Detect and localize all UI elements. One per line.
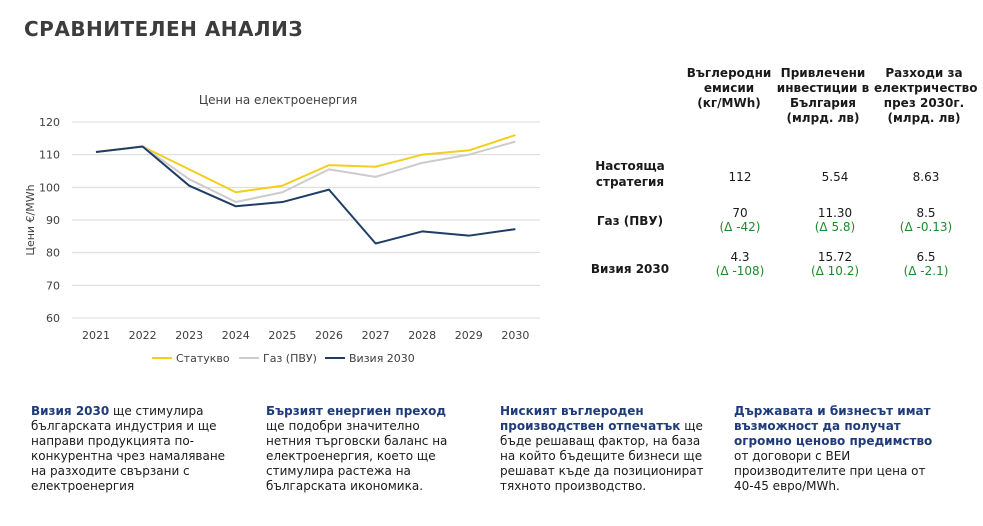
cell-value: 15.72 bbox=[817, 250, 853, 264]
y-tick-label: 60 bbox=[46, 312, 60, 325]
table-row-label: Настояща стратегия bbox=[595, 159, 665, 189]
x-tick-label: 2022 bbox=[129, 329, 157, 342]
cell-value: 11.30 bbox=[817, 206, 853, 220]
y-tick-label: 110 bbox=[39, 149, 60, 162]
table-cell: 15.72 (Δ 10.2) bbox=[785, 250, 885, 278]
price-chart: Цени на електроенергия Цени €/MWh 60 70 80… bbox=[24, 93, 540, 365]
table-row-label: Визия 2030 bbox=[590, 262, 670, 276]
cell-delta: (Δ -108) bbox=[715, 264, 765, 278]
x-tick-label: 2029 bbox=[455, 329, 483, 342]
y-tick-label: 100 bbox=[39, 181, 60, 194]
cell-value: 4.3 bbox=[730, 250, 750, 264]
note-highlight: Визия 2030 bbox=[31, 404, 110, 418]
table-row-label: Газ (ПВУ) bbox=[596, 214, 664, 228]
cell-value: 5.54 bbox=[821, 170, 849, 184]
series-line bbox=[95, 145, 516, 245]
series-line bbox=[95, 140, 516, 204]
x-tick-label: 2030 bbox=[501, 329, 529, 342]
y-tick-label: 70 bbox=[46, 279, 60, 292]
table-cell: 70 (Δ -42) bbox=[690, 206, 790, 234]
cell-value: 8.5 bbox=[916, 206, 936, 220]
x-tick-label: 2028 bbox=[408, 329, 436, 342]
legend-label: Статукво bbox=[176, 352, 230, 365]
y-axis-label: Цени €/MWh bbox=[24, 184, 37, 255]
note-highlight: Ниският въглероден производствен отпечат… bbox=[500, 404, 681, 433]
cell-delta: (Δ 5.8) bbox=[814, 220, 856, 234]
note-text: ще бъде решаващ фактор, на база на който… bbox=[500, 419, 704, 493]
note-highlight: Държавата и бизнесът имат възможност да … bbox=[734, 404, 933, 448]
table-cell: 5.54 bbox=[785, 170, 885, 184]
y-tick-label: 120 bbox=[39, 116, 60, 129]
table-cell: 11.30 (Δ 5.8) bbox=[785, 206, 885, 234]
page-title: СРАВНИТЕЛЕН АНАЛИЗ bbox=[24, 17, 304, 41]
x-tick-label: 2026 bbox=[315, 329, 343, 342]
y-tick-label: 80 bbox=[46, 247, 60, 260]
y-tick-label: 90 bbox=[46, 214, 60, 227]
note-highlight: Бързият енергиен преход bbox=[266, 404, 447, 418]
table-cell: 6.5 (Δ -2.1) bbox=[876, 250, 976, 278]
legend-label: Газ (ПВУ) bbox=[263, 352, 317, 365]
x-tick-label: 2025 bbox=[268, 329, 296, 342]
cell-delta: (Δ -2.1) bbox=[903, 264, 949, 278]
table-header-investments: Привлечени инвестиции в България (млрд. … bbox=[776, 66, 870, 125]
cell-value: 112 bbox=[728, 170, 752, 184]
table-cell: 8.5 (Δ -0.13) bbox=[876, 206, 976, 234]
table-cell: 8.63 bbox=[876, 170, 976, 184]
x-tick-label: 2023 bbox=[175, 329, 203, 342]
table-cell: 112 bbox=[690, 170, 790, 184]
cell-value: 8.63 bbox=[912, 170, 940, 184]
table-cell: 4.3 (Δ -108) bbox=[690, 250, 790, 278]
legend-label: Визия 2030 bbox=[349, 352, 415, 365]
cell-delta: (Δ 10.2) bbox=[810, 264, 860, 278]
cell-value: 70 bbox=[732, 206, 748, 220]
note-transition: Бързият енергиен преход ще подобри значи… bbox=[266, 404, 466, 494]
cell-value: 6.5 bbox=[916, 250, 936, 264]
cell-delta: (Δ -0.13) bbox=[899, 220, 953, 234]
note-footprint: Ниският въглероден производствен отпечат… bbox=[500, 404, 705, 494]
series-line bbox=[95, 134, 516, 194]
x-tick-label: 2024 bbox=[222, 329, 250, 342]
chart-title: Цени на електроенергия bbox=[199, 93, 357, 107]
table-header-costs: Разходи за електричество през 2030г. (мл… bbox=[874, 66, 978, 125]
note-text: ще стимулира българската индустрия и ще … bbox=[31, 404, 226, 493]
x-tick-label: 2021 bbox=[82, 329, 110, 342]
note-text: ще подобри значително нетния търговски б… bbox=[266, 419, 448, 493]
x-tick-label: 2027 bbox=[362, 329, 390, 342]
note-vision: Визия 2030 ще стимулира българската инду… bbox=[31, 404, 243, 494]
table-header-emissions: Въглеродни емисии (кг/MWh) bbox=[686, 66, 772, 110]
cell-delta: (Δ -42) bbox=[719, 220, 761, 234]
note-text: от договори с ВЕИ производителите при це… bbox=[734, 449, 926, 493]
note-advantage: Държавата и бизнесът имат възможност да … bbox=[734, 404, 944, 494]
